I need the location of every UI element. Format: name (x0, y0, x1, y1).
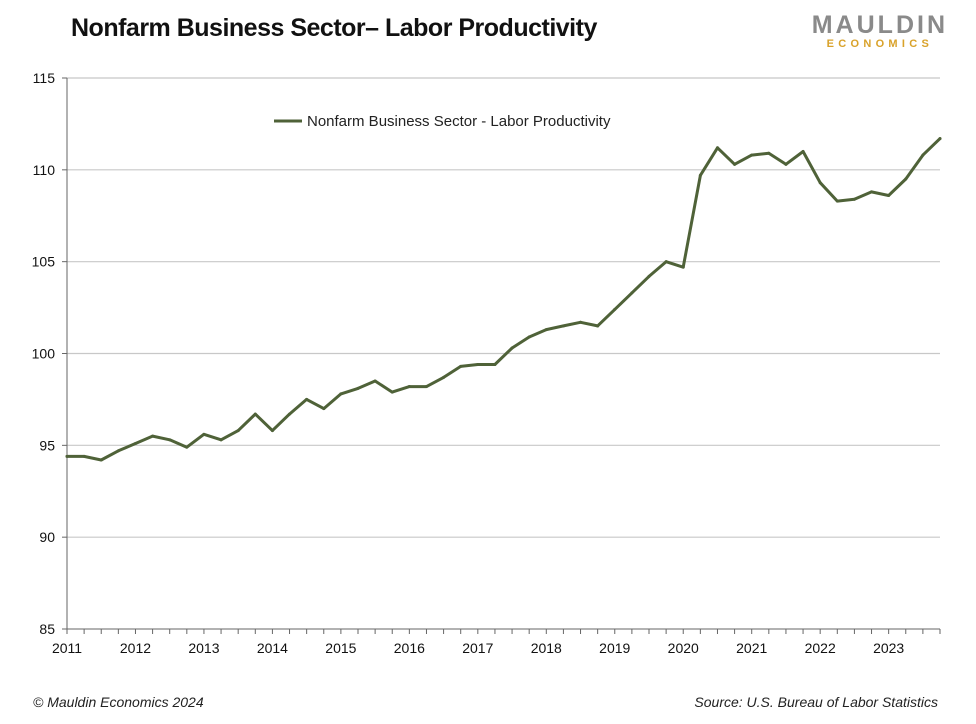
data-point (424, 385, 428, 389)
data-point (715, 146, 719, 150)
x-tick-label: 2020 (668, 640, 699, 656)
data-point (698, 173, 702, 177)
mauldin-economics-logo: MAULDIN ECONOMICS (812, 12, 948, 50)
y-tick-label: 105 (32, 254, 56, 270)
x-tick-label: 2012 (120, 640, 151, 656)
legend: Nonfarm Business Sector - Labor Producti… (274, 113, 611, 130)
axes: 85 90 95 100 105 110 115 2011 2012 2013 2014 2015 20… (32, 70, 941, 656)
data-point (596, 324, 600, 328)
data-point (133, 441, 137, 445)
data-point (561, 324, 565, 328)
x-tick-label: 2018 (531, 640, 562, 656)
y-tick-label: 100 (32, 346, 56, 362)
data-point (219, 438, 223, 442)
x-tick-label: 2016 (394, 640, 425, 656)
data-point (116, 449, 120, 453)
chart-title: Nonfarm Business Sector– Labor Productiv… (71, 14, 597, 42)
series-layer (65, 137, 942, 462)
y-tick-label: 95 (39, 437, 55, 453)
data-point (647, 274, 651, 278)
data-point (493, 363, 497, 367)
data-point (82, 454, 86, 458)
data-point (373, 379, 377, 383)
data-point (151, 434, 155, 438)
data-point (579, 320, 583, 324)
data-point (305, 397, 309, 401)
source-footer: Source: U.S. Bureau of Labor Statistics (694, 694, 938, 710)
data-point (818, 181, 822, 185)
data-point (904, 177, 908, 181)
data-point (630, 291, 634, 295)
data-point (339, 392, 343, 396)
data-point (185, 445, 189, 449)
x-tick-label: 2011 (52, 640, 82, 656)
copyright-footer: © Mauldin Economics 2024 (33, 694, 204, 710)
grid-lines (67, 77, 940, 538)
data-point (681, 265, 685, 269)
x-tick-label: 2014 (257, 640, 288, 656)
series-line-labor-productivity (65, 137, 942, 462)
data-point (664, 260, 668, 264)
x-tick-label: 2021 (736, 640, 767, 656)
x-tick-label: 2013 (188, 640, 219, 656)
y-tick-label: 85 (39, 621, 55, 637)
y-tick-label: 90 (39, 529, 55, 545)
x-tick-label: 2023 (873, 640, 904, 656)
data-point (767, 151, 771, 155)
data-point (270, 429, 274, 433)
x-tick-label: 2015 (325, 640, 356, 656)
data-point (870, 190, 874, 194)
data-point (921, 153, 925, 157)
data-point (733, 162, 737, 166)
x-tick-label: 2022 (805, 640, 836, 656)
data-point (65, 454, 69, 458)
data-point (476, 363, 480, 367)
data-point (613, 307, 617, 311)
data-point (801, 149, 805, 153)
data-point (459, 364, 463, 368)
data-point (322, 407, 326, 411)
data-point (938, 137, 942, 141)
data-point (887, 194, 891, 198)
data-point (527, 335, 531, 339)
data-point (407, 385, 411, 389)
data-point (510, 346, 514, 350)
data-point (288, 412, 292, 416)
y-tick-label: 115 (33, 70, 56, 86)
x-tick-label: 2017 (462, 640, 493, 656)
data-point (99, 458, 103, 462)
data-point (442, 375, 446, 379)
data-point (852, 197, 856, 201)
data-point (750, 153, 754, 157)
data-point (544, 328, 548, 332)
logo-wordmark-top: MAULDIN (811, 11, 948, 39)
data-point (253, 412, 257, 416)
data-point (168, 438, 172, 442)
logo-wordmark-bottom: ECONOMICS (826, 38, 934, 50)
data-point (784, 162, 788, 166)
data-point (356, 386, 360, 390)
data-point (390, 390, 394, 394)
legend-label: Nonfarm Business Sector - Labor Producti… (307, 113, 611, 130)
data-point (236, 429, 240, 433)
y-tick-label: 110 (33, 162, 56, 178)
data-point (202, 432, 206, 436)
data-point (835, 199, 839, 203)
x-tick-label: 2019 (599, 640, 630, 656)
